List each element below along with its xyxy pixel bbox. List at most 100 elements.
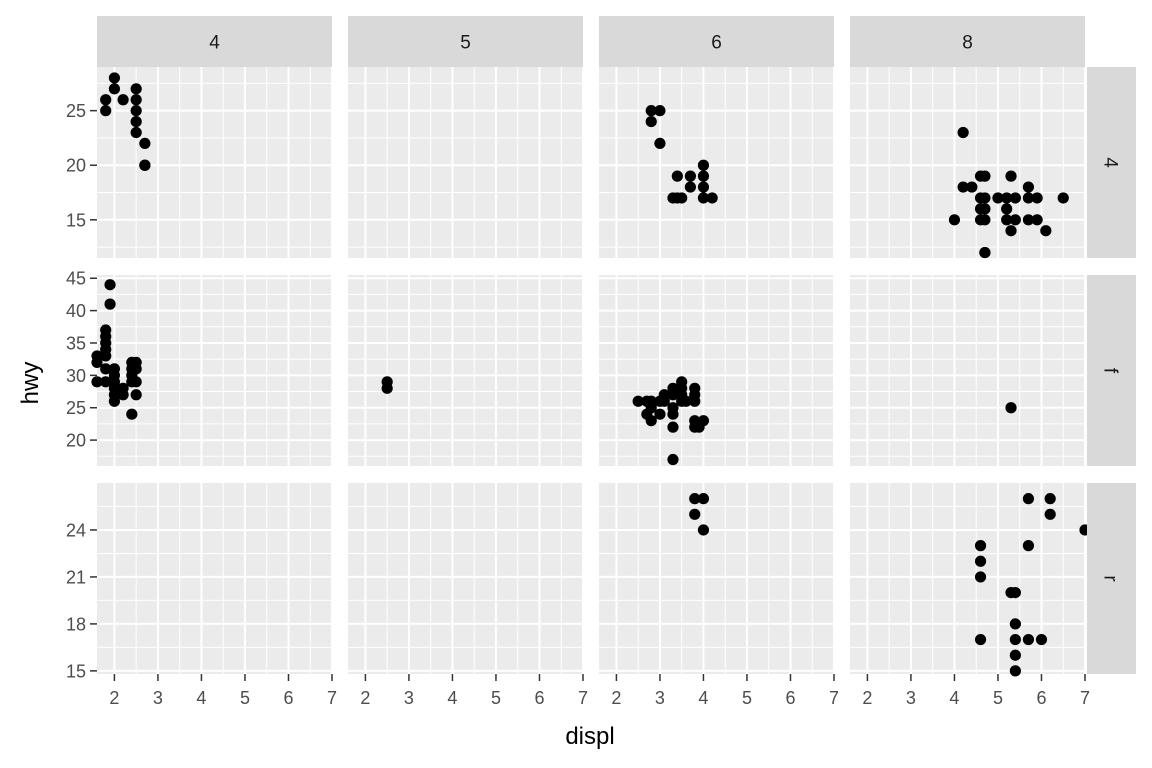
data-point	[104, 298, 116, 310]
x-tick-label: 2	[611, 688, 621, 708]
x-tick-label: 4	[447, 688, 457, 708]
data-point	[1044, 508, 1056, 520]
facet-panel-r-6	[599, 483, 835, 674]
y-tick-label: 25	[66, 101, 86, 121]
col-strip-5: 5	[348, 16, 583, 67]
data-point	[130, 94, 142, 106]
data-point	[667, 389, 679, 401]
x-tick-label: 7	[327, 688, 337, 708]
data-point	[658, 395, 670, 407]
data-point	[1009, 633, 1021, 646]
data-point	[100, 94, 112, 106]
data-point	[992, 192, 1004, 204]
x-tick-label: 3	[906, 688, 916, 708]
data-point	[1022, 181, 1035, 193]
panel-background	[348, 275, 583, 466]
data-point	[689, 508, 701, 520]
data-point	[1009, 618, 1021, 630]
y-tick-label: 25	[66, 398, 86, 418]
data-point	[697, 415, 710, 427]
data-point	[1009, 586, 1021, 599]
data-point	[1022, 192, 1035, 204]
x-axes: 2 3 4 5 6 7 2 3 4 5 6 7 2 3 4 5 6 7 2 3 4 5 6 7	[109, 674, 1090, 708]
data-point	[100, 350, 112, 362]
data-point	[1005, 170, 1017, 182]
y-tick-label: 20	[66, 431, 86, 451]
row-strip-f: f	[1087, 275, 1136, 466]
y-tick-label: 35	[66, 333, 86, 353]
data-point	[1057, 192, 1069, 204]
facet-panel-4-6	[599, 67, 835, 258]
x-tick-label: 2	[360, 688, 370, 708]
data-point	[1022, 214, 1035, 226]
y-tick-label: 21	[66, 567, 86, 587]
data-point	[706, 192, 718, 204]
y-tick-label: 18	[66, 614, 86, 634]
row-strip-label: r	[1100, 575, 1121, 582]
panel-background	[599, 483, 834, 674]
x-tick-label: 7	[829, 688, 839, 708]
data-point	[381, 382, 393, 394]
data-point	[130, 363, 142, 375]
col-strip-4: 4	[97, 16, 332, 67]
strip-background	[348, 16, 583, 67]
panel-background	[97, 483, 332, 674]
x-tick-label: 4	[698, 688, 708, 708]
col-strip-6: 6	[599, 16, 834, 67]
data-point	[1009, 649, 1021, 661]
data-point	[697, 181, 710, 193]
facet-panel-f-6	[599, 275, 835, 466]
data-point	[1031, 192, 1043, 204]
x-tick-label: 6	[534, 688, 544, 708]
data-point	[645, 415, 657, 427]
facet-panel-r-5	[348, 483, 584, 674]
strip-background	[1087, 483, 1136, 674]
facet-panel-r-4	[97, 483, 333, 674]
data-point	[1031, 214, 1043, 226]
y-tick-label: 20	[66, 156, 86, 176]
data-point	[1044, 493, 1056, 505]
data-point	[126, 408, 138, 420]
data-point	[91, 356, 103, 369]
row-strip-label: 4	[1100, 157, 1121, 168]
data-point	[645, 105, 657, 117]
strip-background	[1087, 67, 1136, 258]
x-tick-label: 5	[742, 688, 752, 708]
data-point	[1022, 493, 1035, 505]
x-tick-label: 3	[153, 688, 163, 708]
data-point	[100, 363, 112, 375]
strip-background	[850, 16, 1085, 67]
data-point	[1001, 214, 1013, 226]
col-strip-label: 6	[711, 33, 722, 54]
x-tick-label: 3	[404, 688, 414, 708]
data-point	[100, 376, 112, 388]
data-point	[684, 181, 696, 193]
strip-background	[97, 16, 332, 67]
data-point	[645, 115, 657, 128]
y-axes: 15 20 25 20 25 30 35 40 45 15 18 21 24	[66, 101, 97, 681]
data-point	[91, 376, 103, 388]
x-tick-label: 2	[109, 688, 119, 708]
y-tick-label: 15	[66, 661, 86, 681]
data-point	[130, 389, 142, 401]
x-tick-label: 6	[785, 688, 795, 708]
facet-panel-r-8	[850, 483, 1091, 677]
data-point	[667, 421, 679, 433]
data-point	[632, 395, 644, 407]
facet-panel-f-5	[348, 275, 584, 466]
y-tick-label: 24	[66, 520, 86, 540]
data-point	[1009, 192, 1021, 204]
data-point	[974, 540, 987, 552]
row-strip-4: 4	[1087, 67, 1136, 258]
x-tick-label: 6	[283, 688, 293, 708]
panel-background	[348, 483, 583, 674]
y-axis-title: hwy	[17, 362, 44, 405]
data-point	[957, 181, 969, 193]
data-point	[974, 555, 987, 567]
x-tick-label: 6	[1036, 688, 1046, 708]
data-point	[979, 170, 991, 182]
data-point	[104, 279, 116, 291]
data-point	[645, 402, 657, 414]
facet-panel-f-8	[850, 275, 1086, 466]
panel-background	[348, 67, 583, 258]
